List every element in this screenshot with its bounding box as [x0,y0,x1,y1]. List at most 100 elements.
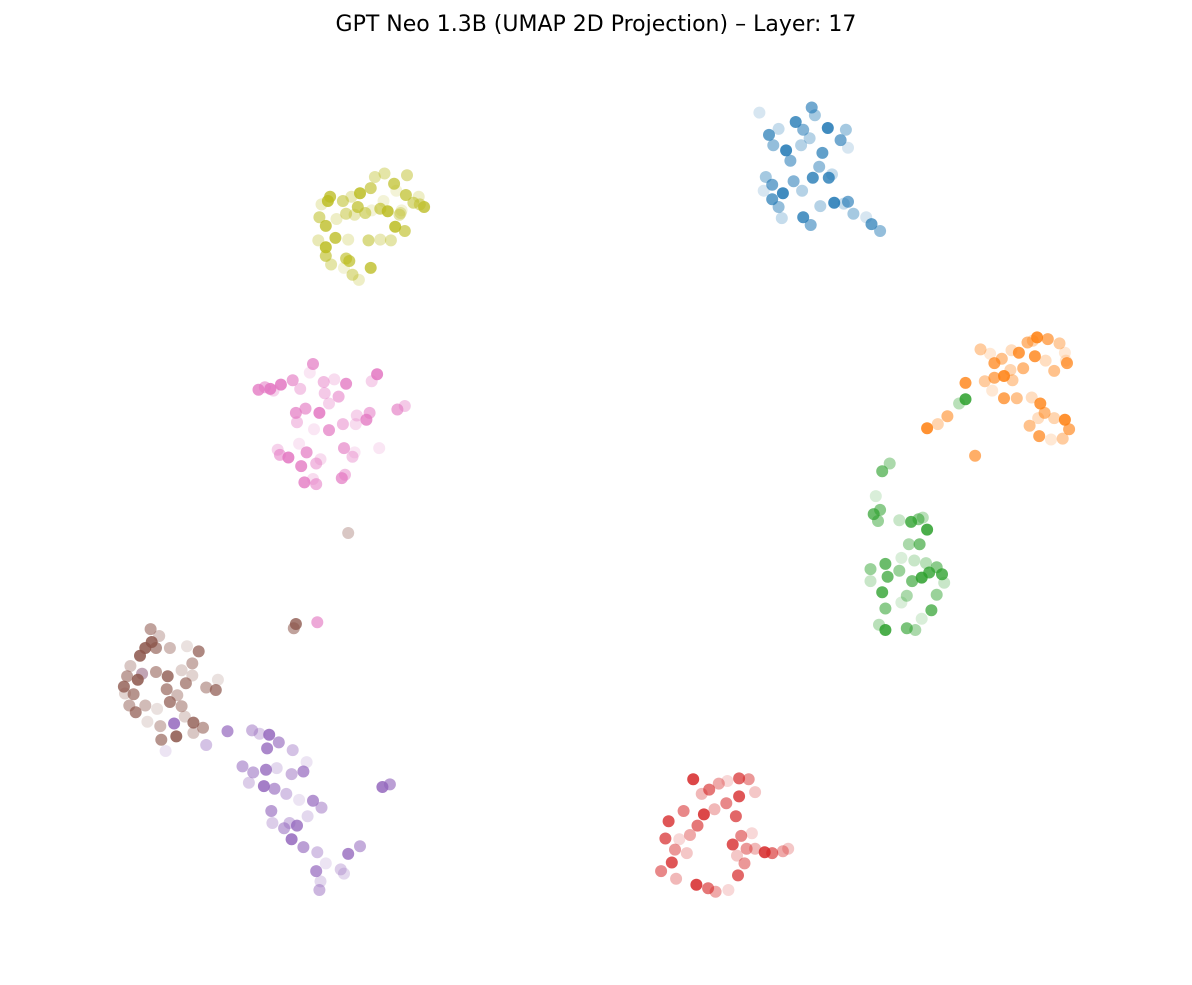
scatter-point [720,797,733,810]
scatter-point [150,666,162,678]
scatter-point [690,878,703,891]
scatter-point [391,403,404,416]
scatter-point [703,783,716,796]
scatter-point [313,884,326,896]
scatter-point [921,523,934,536]
scatter-point [721,775,734,787]
scatter-point [931,418,944,431]
scatter-point [336,418,349,431]
scatter-point [915,612,928,625]
scatter-point [286,744,299,757]
scatter-point [141,715,154,728]
scatter-point [1045,433,1057,446]
scatter-point [170,730,183,743]
scatter-point [1010,392,1023,405]
scatter-point [757,184,770,197]
scatter-point [842,195,854,208]
scatter-point [348,446,361,459]
scatter-point [733,790,746,803]
scatter-point [282,451,295,464]
scatter-point [677,805,690,817]
scatter-point [766,847,779,860]
scatter-point [893,564,906,577]
scatter-point [1048,412,1061,425]
scatter-point [407,196,420,209]
scatter-point [352,273,365,286]
scatter-point [879,624,892,636]
scatter-point [390,184,403,197]
scatter-point [401,169,413,182]
scatter-point [325,258,338,271]
scatter-point [782,842,795,855]
scatter-point [998,370,1010,382]
scatter-point [155,733,168,746]
scatter-point [160,683,173,696]
scatter-point [283,817,296,829]
scatter-point [881,570,894,583]
scatter-point [787,175,800,188]
scatter-point [313,406,326,419]
scatter-point [732,869,744,882]
scatter-point [708,803,721,816]
scatter-point [902,538,915,551]
scatter-point [291,416,303,429]
scatter-point [797,211,810,224]
scatter-point [192,645,205,658]
scatter-point [766,178,779,191]
scatter-point [974,343,987,356]
scatter-point [735,829,748,842]
scatter-point [175,664,188,677]
scatter-point [776,187,789,200]
scatter-point [317,376,330,388]
scatter-point [139,642,152,654]
scatter-point [702,882,715,895]
scatter-point [995,352,1008,365]
scatter-point [151,702,164,715]
scatter-point [186,669,199,682]
scatter-point [1017,362,1030,375]
scatter-point [874,225,887,237]
scatter-point [749,842,762,855]
scatter-point [318,387,331,400]
scatter-point [263,728,276,741]
scatter-point [124,660,137,672]
scatter-point [319,857,332,870]
scatter-point [659,832,672,845]
scatter-point [895,551,908,564]
scatter-point [842,141,854,154]
scatter-point [178,710,191,723]
scatter-point [784,154,797,167]
scatter-point [342,847,355,860]
scatter-point [847,207,860,220]
scatter-point [395,204,408,217]
scatter-point [274,378,287,391]
scatter-point [767,139,780,152]
scatter-point [772,201,785,213]
scatter-point [399,189,412,201]
scatter-point [285,768,298,781]
scatter-point [733,772,746,785]
scatter-point [1028,350,1041,363]
scatter-point [264,382,277,395]
scatter-point [865,218,878,231]
scatter-point [294,382,307,395]
scatter-point [330,213,343,225]
scatter-point [209,684,222,696]
scatter-point [349,418,362,431]
scatter-point [342,233,355,246]
scatter-point [342,527,355,539]
scatter-point [319,249,332,262]
scatter-point [805,101,818,114]
scatter-point [655,865,668,878]
scatter-point [1023,419,1036,432]
scatter-point [900,589,913,602]
scatter-point [295,460,308,473]
scatter-point [998,392,1010,405]
scatter-point [1038,406,1051,419]
scatter-point [348,208,361,221]
scatter-point [687,773,700,786]
scatter-point [319,241,332,254]
scatter-point [673,833,686,846]
scatter-point [795,139,808,152]
scatter-point [200,739,213,751]
